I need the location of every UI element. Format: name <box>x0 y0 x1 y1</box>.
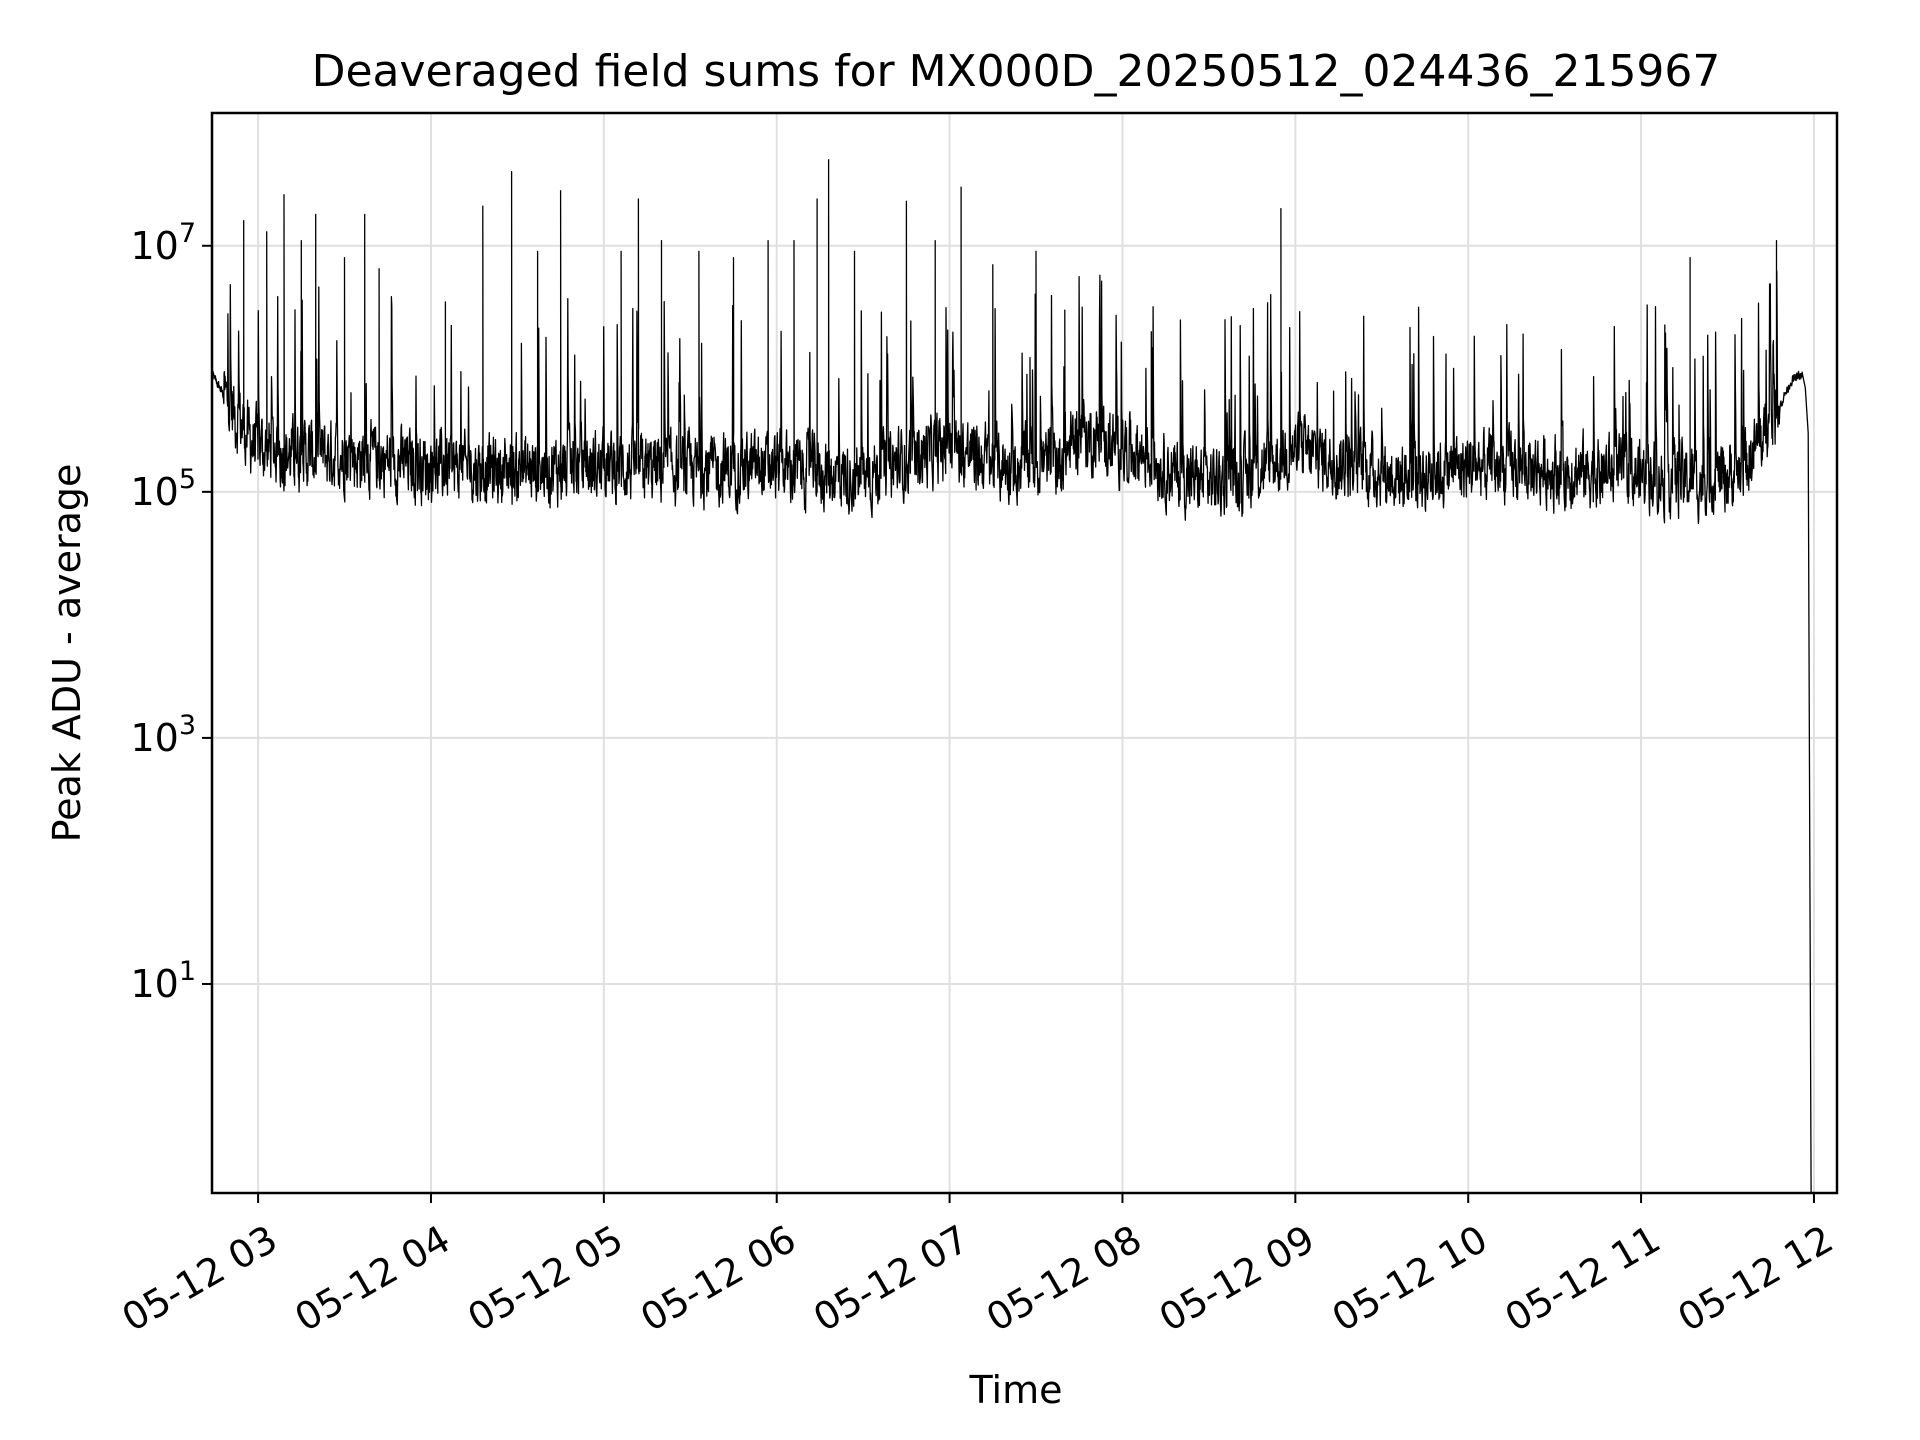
y-tick-exponent: 5 <box>179 464 196 495</box>
y-tick-base: 10 <box>130 962 178 1006</box>
series-line <box>211 159 1812 1194</box>
y-axis-label: Peak ADU - average <box>45 464 89 843</box>
plot-frame <box>210 111 1839 1195</box>
y-tick-base: 10 <box>130 716 178 760</box>
x-axis-label: Time <box>969 1368 1063 1412</box>
series-layer <box>211 159 1812 1194</box>
y-tick-label: 103 <box>130 710 196 760</box>
y-tick-label: 105 <box>130 464 196 514</box>
y-tick-exponent: 3 <box>179 710 196 741</box>
y-tick-base: 10 <box>130 470 178 514</box>
chart-title: Deaveraged field sums for MX000D_2025051… <box>312 46 1721 97</box>
y-tick-exponent: 7 <box>179 218 196 249</box>
y-tick-exponent: 1 <box>179 956 196 987</box>
y-tick-base: 10 <box>130 224 178 268</box>
y-tick-label: 107 <box>130 218 196 268</box>
y-tick-label: 101 <box>130 956 196 1006</box>
grid-layer <box>212 113 1837 1193</box>
